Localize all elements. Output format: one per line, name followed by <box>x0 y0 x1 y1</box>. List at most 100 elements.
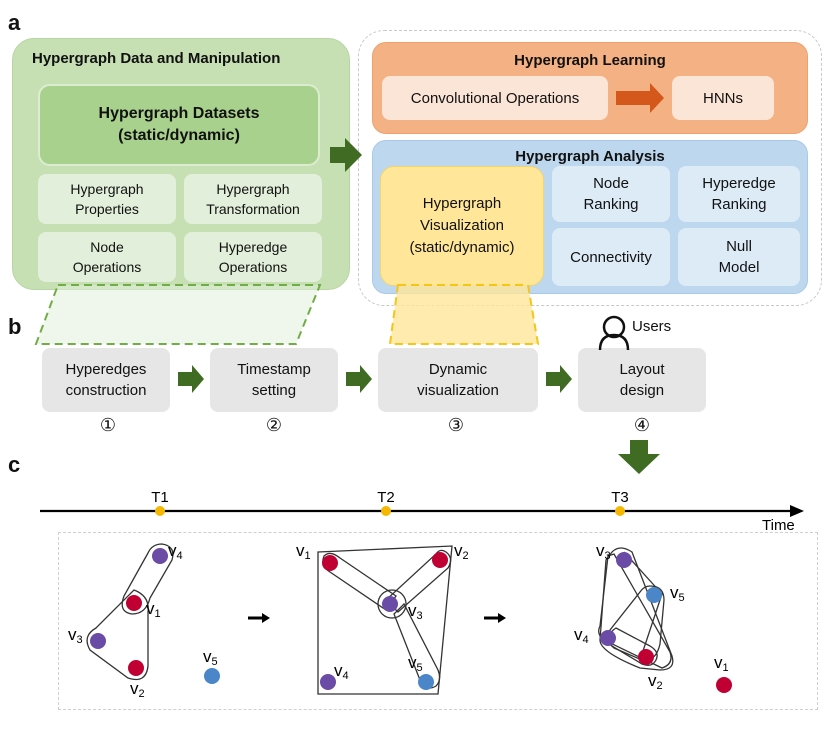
label-t1-v4: v4 <box>168 541 183 562</box>
label-t1-v5: v5 <box>203 647 218 668</box>
node-t1-v2 <box>128 660 144 676</box>
properties-cell: Hypergraph Properties <box>38 174 176 224</box>
step4-number: ④ <box>633 414 651 436</box>
null-model-cell: Null Model <box>678 228 800 286</box>
labels-t1: v4 v1 v3 v2 v5 <box>68 541 218 700</box>
learning-analysis-container <box>358 30 822 306</box>
hyperedge-t2-big <box>317 545 453 695</box>
hyperedge-operations-line1: Hyperedge <box>218 239 288 255</box>
data-manipulation-title: Hypergraph Data and Manipulation <box>32 50 281 67</box>
label-t1-v1: v1 <box>146 599 161 620</box>
step-hyperedges-construction: Hyperedges construction <box>42 348 170 412</box>
hyperedge-t3-a <box>599 547 674 671</box>
hyperedge-operations-cell: Hyperedge Operations <box>184 232 322 282</box>
node-ranking-line1: Node <box>593 175 629 192</box>
hyperedge-ranking-cell: Hyperedge Ranking <box>678 166 800 222</box>
datasets-box: Hypergraph Datasets (static/dynamic) <box>38 84 320 166</box>
tick-label-t3: T3 <box>611 489 629 506</box>
connectivity-line1: Connectivity <box>570 248 652 266</box>
hyperedge-ranking-line1: Hyperedge <box>702 175 776 192</box>
null-model-line2: Model <box>718 259 760 276</box>
datasets-label-line1: Hypergraph Datasets <box>98 105 260 122</box>
transition-arrowhead-1-icon <box>262 613 270 623</box>
learning-title: Hypergraph Learning <box>514 51 666 69</box>
hyperedge-t1-b <box>86 589 149 681</box>
label-t3-v2: v2 <box>648 671 663 692</box>
step4-line1: Layout <box>619 361 665 378</box>
tick-dot-t1 <box>155 506 165 516</box>
node-t1-v5 <box>204 668 220 684</box>
label-t2-v4: v4 <box>334 661 349 682</box>
panel-label-a: a <box>8 10 21 35</box>
convolutional-operations-box: Convolutional Operations <box>382 76 608 120</box>
label-t3-v5: v5 <box>670 583 685 604</box>
visualization-line2: Visualization <box>420 217 504 234</box>
label-t1-v3: v3 <box>68 625 83 646</box>
node-ranking-line2: Ranking <box>583 196 639 213</box>
hyperedge-t3-c <box>607 585 665 661</box>
node-t2-v3 <box>382 596 398 612</box>
tick-label-t2: T2 <box>377 489 395 506</box>
step3-number: ③ <box>447 414 465 436</box>
labels-t3: v3 v5 v4 v2 v1 <box>574 541 729 692</box>
orange-arrow-icon <box>616 83 664 113</box>
step4-line2: design <box>619 382 665 399</box>
node-operations-line2: Operations <box>72 259 142 275</box>
connectivity-cell: Connectivity <box>552 228 670 286</box>
label-t1-v2: v2 <box>130 679 145 700</box>
visualization-box: Hypergraph Visualization (static/dynamic… <box>380 166 544 286</box>
transformation-line2: Transformation <box>206 201 300 217</box>
pipeline-arrow-3 <box>546 365 572 393</box>
yellow-zoom-trapezoid <box>388 284 540 345</box>
label-t3-v4: v4 <box>574 625 589 646</box>
node-t1-v1 <box>126 595 142 611</box>
hyperedge-t2-ring <box>377 589 407 619</box>
node-operations-line1: Node <box>90 239 124 255</box>
transformation-cell: Hypergraph Transformation <box>184 174 322 224</box>
node-t3-v3 <box>616 552 632 568</box>
hyperedge-t1-a <box>121 543 174 615</box>
node-t2-v5 <box>418 674 434 690</box>
hnns-box: HNNs <box>672 76 774 120</box>
node-t2-v2 <box>432 552 448 568</box>
node-operations-cell: Node Operations <box>38 232 176 282</box>
users-label: Users <box>632 318 672 335</box>
node-t3-v2 <box>638 649 654 665</box>
panel-label-b: b <box>8 314 22 339</box>
tick-label-t1: T1 <box>151 489 169 506</box>
node-t1-v4 <box>152 548 168 564</box>
down-arrow-icon <box>618 440 660 474</box>
hyperedge-operations-line2: Operations <box>218 259 288 275</box>
transformation-line1: Hypergraph <box>216 181 290 197</box>
step3-line2: visualization <box>417 382 499 399</box>
node-ranking-cell: Node Ranking <box>552 166 670 222</box>
visualization-line3: (static/dynamic) <box>409 239 515 256</box>
label-t3-v3: v3 <box>596 541 611 562</box>
tick-dot-t2 <box>381 506 391 516</box>
pipeline-arrow-1 <box>178 365 204 393</box>
user-icon <box>598 315 630 351</box>
snapshots-container <box>58 532 818 710</box>
node-t3-v4 <box>600 630 616 646</box>
visualization-line1: Hypergraph <box>422 195 502 212</box>
step2-line2: setting <box>251 382 297 399</box>
label-t3-v1: v1 <box>714 653 729 674</box>
step1-number: ① <box>99 414 117 436</box>
tick-dot-t3 <box>615 506 625 516</box>
null-model-line1: Null <box>726 238 752 255</box>
snapshot-t3 <box>598 547 674 671</box>
hyperedge-t3-e <box>623 551 663 661</box>
node-t3-v5 <box>646 587 662 603</box>
step2-line1: Timestamp <box>237 361 311 378</box>
transition-arrowhead-2-icon <box>498 613 506 623</box>
label-t2-v5: v5 <box>408 653 423 674</box>
timeline-arrowhead-icon <box>790 505 804 517</box>
properties-line1: Hypergraph <box>70 181 144 197</box>
datasets-label-line2: (static/dynamic) <box>118 127 240 144</box>
step1-line2: construction <box>65 382 147 399</box>
node-t3-v1 <box>716 677 732 693</box>
time-axis-label: Time <box>762 517 795 534</box>
label-t2-v2: v2 <box>454 541 469 562</box>
green-zoom-trapezoid <box>34 284 322 345</box>
